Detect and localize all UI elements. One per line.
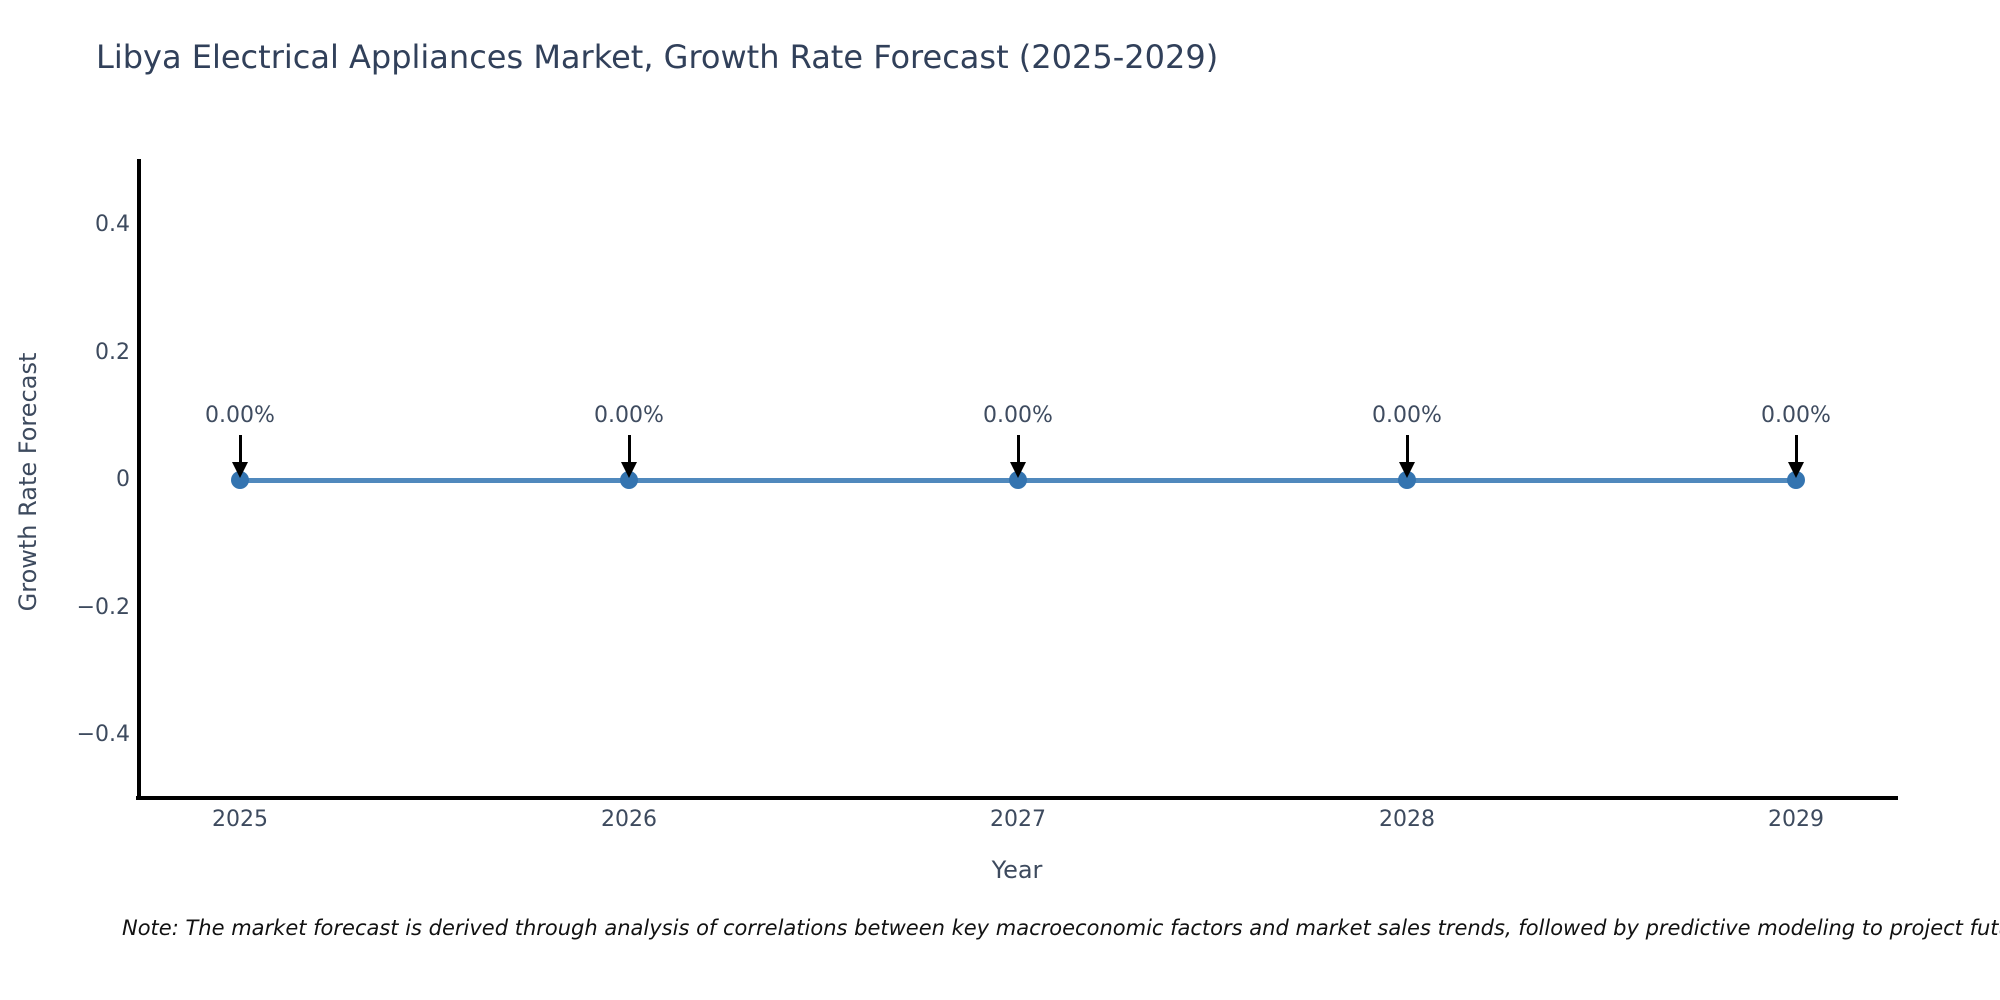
y-axis-line	[137, 159, 141, 800]
x-tick-label: 2025	[212, 807, 268, 832]
x-tick-label: 2027	[990, 807, 1046, 832]
y-tick-label: 0	[116, 467, 130, 492]
annotation-arrow-shaft	[1794, 435, 1798, 463]
x-tick-label: 2028	[1379, 807, 1435, 832]
annotation-label: 0.00%	[1372, 403, 1442, 428]
x-tick-label: 2026	[601, 807, 657, 832]
x-axis-title: Year	[991, 856, 1043, 884]
annotation-arrow-head-icon	[232, 462, 248, 478]
footnote: Note: The market forecast is derived thr…	[122, 916, 2000, 940]
chart-title: Libya Electrical Appliances Market, Grow…	[96, 38, 1219, 76]
annotation-label: 0.00%	[594, 403, 664, 428]
x-tick-label: 2029	[1768, 807, 1824, 832]
annotation-label: 0.00%	[983, 403, 1053, 428]
annotation-label: 0.00%	[205, 403, 275, 428]
y-tick-label: 0.4	[95, 212, 130, 237]
y-tick-label: 0.2	[95, 339, 130, 365]
annotation-arrow-shaft	[238, 435, 242, 463]
annotation-arrow-head-icon	[1010, 462, 1026, 478]
annotation-label: 0.00%	[1761, 403, 1831, 428]
y-axis-title: Growth Rate Forecast	[14, 352, 42, 612]
annotation-arrow-head-icon	[1399, 462, 1415, 478]
annotation-arrow-shaft	[1016, 435, 1020, 463]
y-tick-label: −0.4	[76, 722, 130, 747]
annotation-arrow-shaft	[627, 435, 631, 463]
x-axis-line	[136, 796, 1898, 800]
annotation-arrow-head-icon	[1788, 462, 1804, 478]
annotation-arrow-head-icon	[621, 462, 637, 478]
annotation-arrow-shaft	[1405, 435, 1409, 463]
y-tick-label: −0.2	[76, 594, 130, 620]
